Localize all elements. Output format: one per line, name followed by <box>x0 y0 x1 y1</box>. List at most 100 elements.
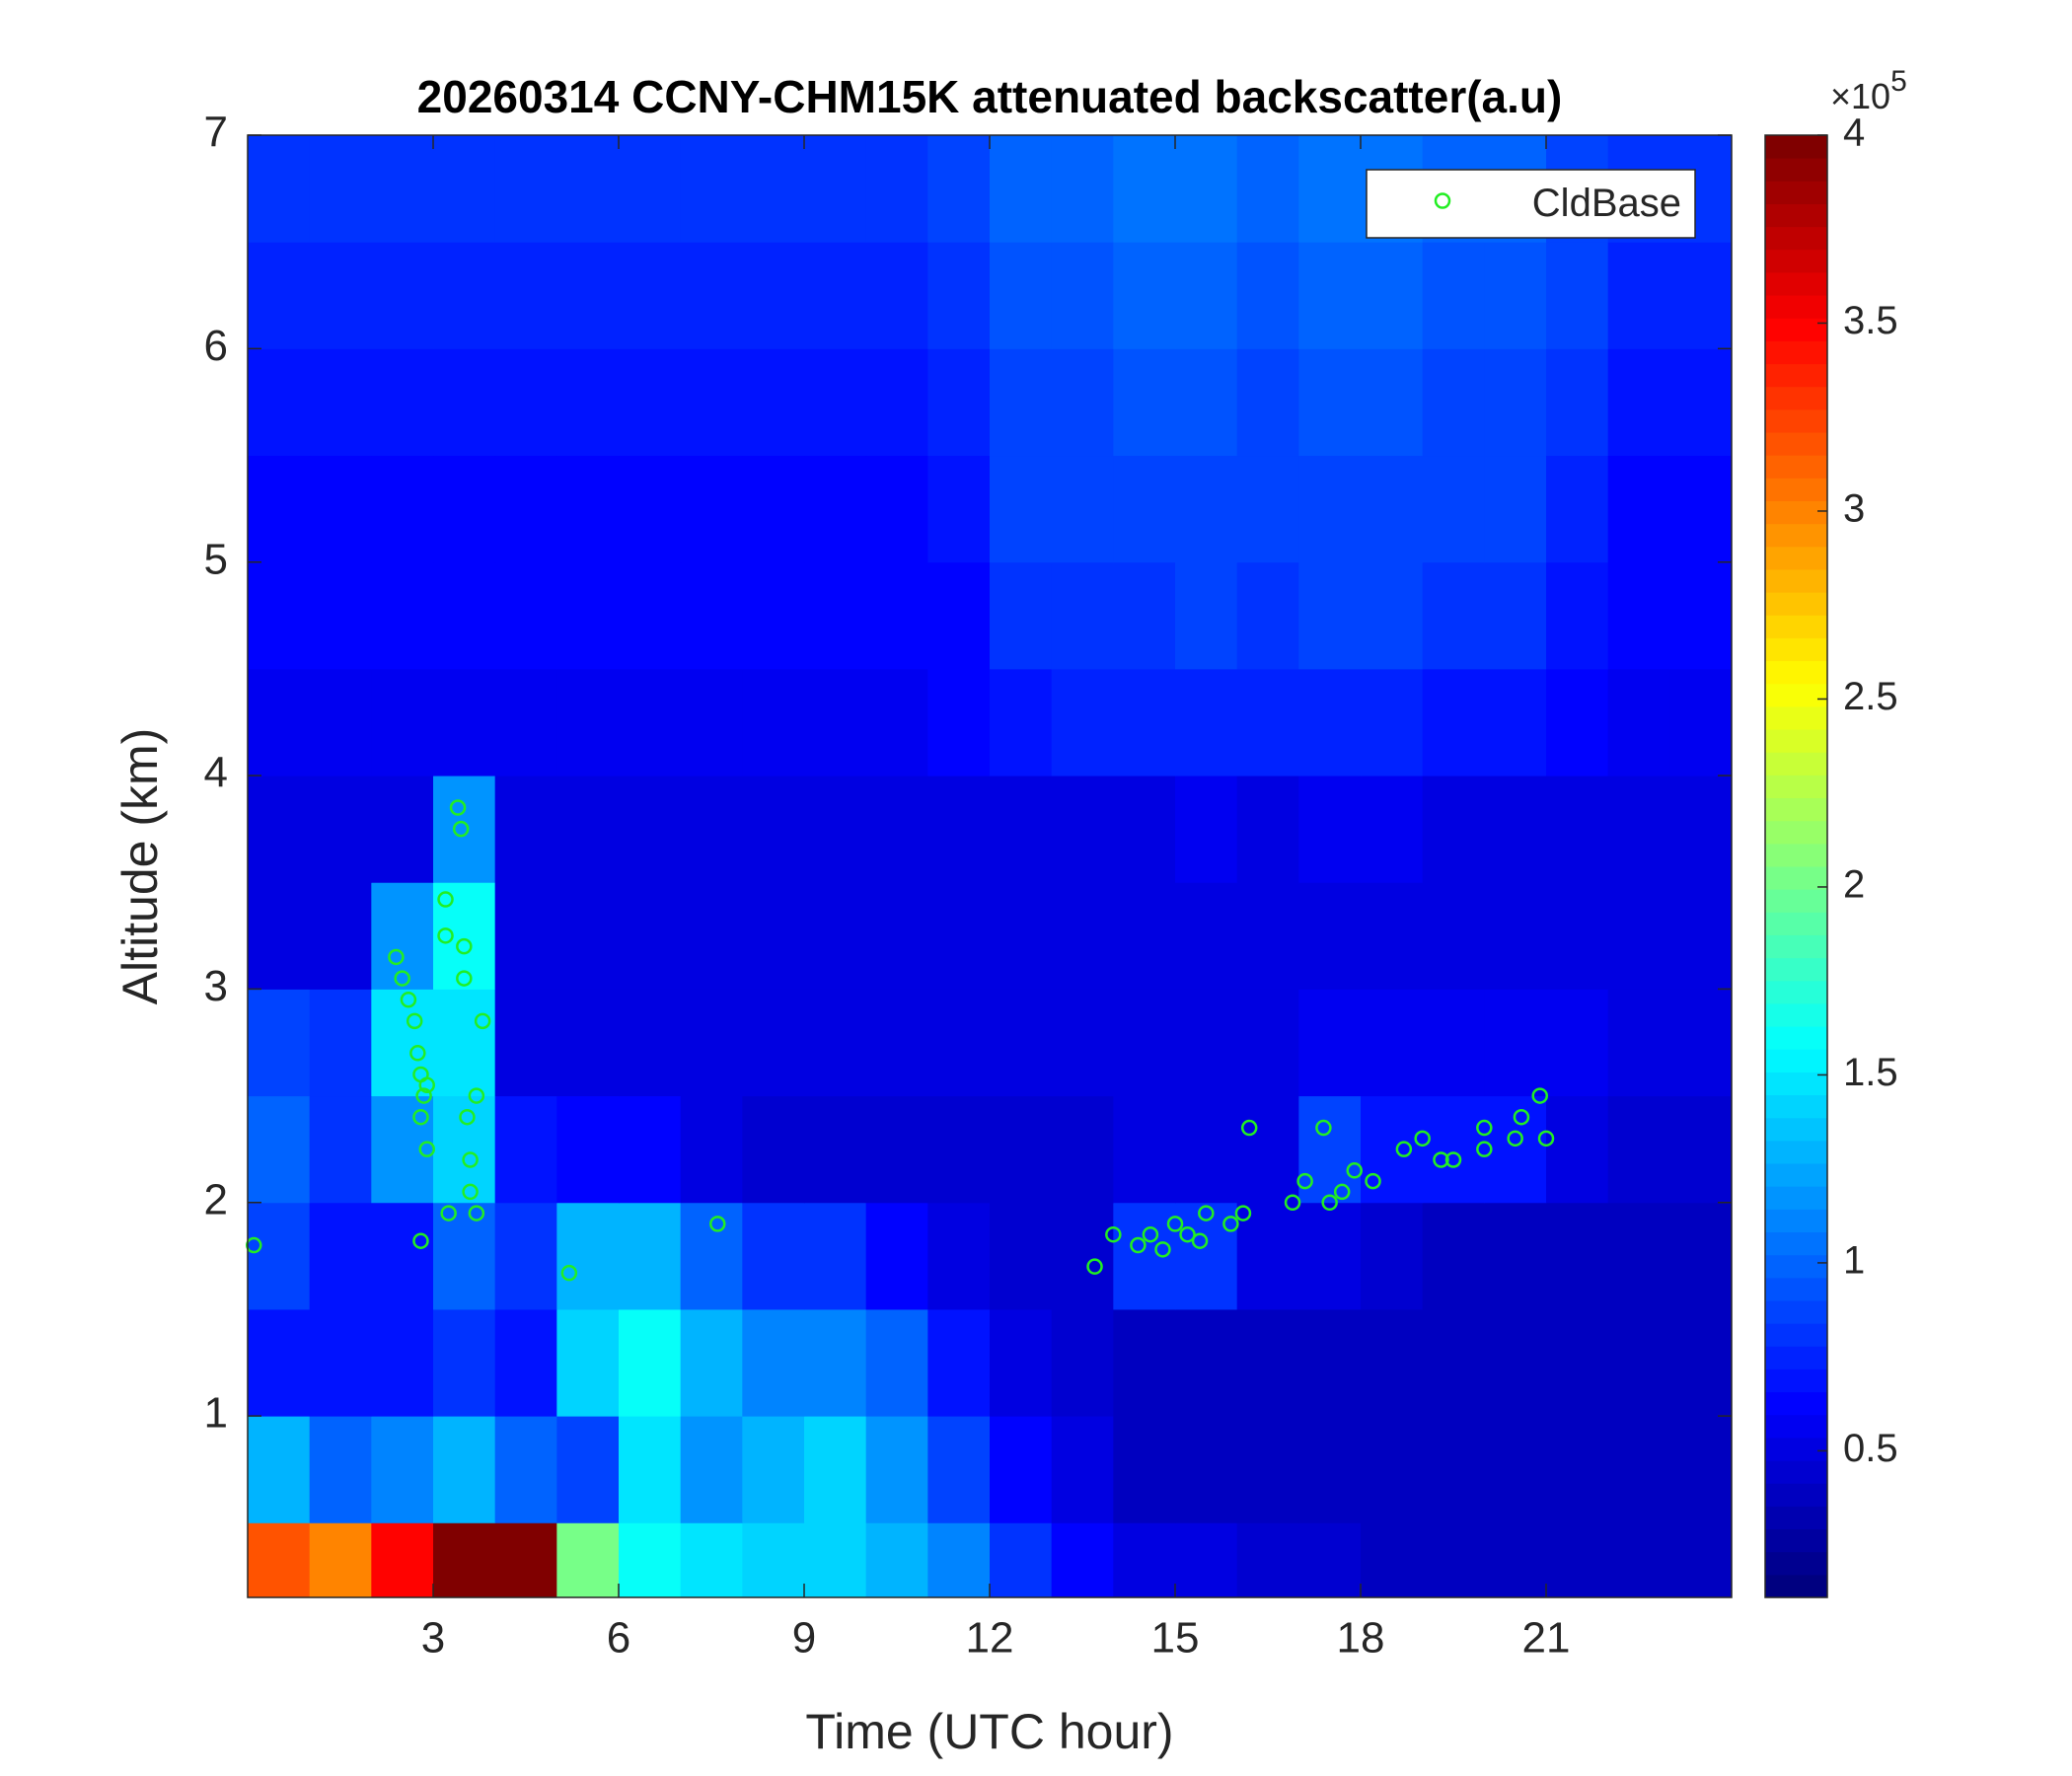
colorbar-segment <box>1765 889 1827 913</box>
heatmap-cell <box>1669 882 1733 990</box>
colorbar-segment <box>1765 1414 1827 1439</box>
colorbar-segment <box>1765 1209 1827 1232</box>
heatmap-cell <box>865 668 928 777</box>
heatmap-cell <box>1175 882 1238 990</box>
heatmap-cell <box>1175 242 1238 349</box>
heatmap-cell <box>742 242 805 349</box>
colorbar-segment <box>1765 1506 1827 1530</box>
colorbar-segment <box>1765 203 1827 228</box>
heatmap-cell <box>865 561 928 670</box>
heatmap-cell <box>433 776 496 883</box>
cloud-base-point <box>1191 1232 1209 1249</box>
heatmap-cell <box>248 1202 311 1310</box>
heatmap-cell <box>309 989 372 1097</box>
heatmap-cell <box>1113 882 1176 990</box>
heatmap-cell <box>865 455 928 563</box>
cloud-base-point <box>1240 1119 1258 1137</box>
heatmap-cell <box>309 1095 372 1204</box>
colorbar-segment <box>1765 1026 1827 1050</box>
heatmap-cell <box>433 1308 496 1417</box>
heatmap-cell <box>556 668 620 777</box>
heatmap-cell <box>1298 135 1362 243</box>
heatmap-cell <box>927 882 991 990</box>
heatmap-cell <box>865 348 928 457</box>
heatmap-cell <box>494 1095 557 1204</box>
heatmap-cell <box>556 348 620 457</box>
heatmap-cell <box>1607 776 1670 883</box>
heatmap-cell <box>433 668 496 777</box>
colorbar-segment <box>1765 432 1827 456</box>
heatmap-cell <box>1361 1308 1424 1417</box>
heatmap-cell <box>1546 1095 1609 1204</box>
heatmap-cell <box>1669 455 1733 563</box>
heatmap-cell <box>494 989 557 1097</box>
heatmap-cell <box>804 1095 867 1204</box>
heatmap-cell <box>927 1416 991 1523</box>
cloud-base-point <box>1414 1130 1431 1147</box>
heatmap-cell <box>990 1095 1053 1204</box>
heatmap-cell <box>619 348 682 457</box>
heatmap-cell <box>1607 989 1670 1097</box>
heatmap-cell <box>1051 989 1114 1097</box>
heatmap-cell <box>927 776 991 883</box>
heatmap-cell <box>1298 1308 1362 1417</box>
cloud-base-point <box>1086 1258 1103 1275</box>
cloud-base-point <box>1321 1194 1338 1212</box>
colorbar-segment <box>1765 1299 1827 1324</box>
heatmap-cell <box>1422 776 1485 883</box>
colorbar-segment <box>1765 1072 1827 1096</box>
heatmap-cell <box>865 1202 928 1310</box>
heatmap-cell <box>1298 1202 1362 1310</box>
colorbar-segment <box>1765 523 1827 548</box>
heatmap-cell <box>865 1095 928 1204</box>
heatmap-cell <box>619 135 682 243</box>
cloud-base-point <box>406 1012 423 1030</box>
heatmap-cell <box>433 1095 496 1204</box>
heatmap-cell <box>1361 242 1424 349</box>
heatmap-cell <box>1422 1308 1485 1417</box>
heatmap-cell <box>494 668 557 777</box>
heatmap-cell <box>1113 242 1176 349</box>
heatmap-cell <box>742 882 805 990</box>
colorbar-segment <box>1765 957 1827 982</box>
heatmap-cell <box>494 1416 557 1523</box>
heatmap-cell <box>990 455 1053 563</box>
colorbar-exponent: 5 <box>1890 65 1907 98</box>
heatmap-cell <box>1607 1202 1670 1310</box>
heatmap-cell <box>1546 989 1609 1097</box>
colorbar-tick-label: 0.5 <box>1843 1427 1898 1470</box>
colorbar-segment <box>1765 1277 1827 1301</box>
colorbar-segment <box>1765 135 1827 159</box>
heatmap-cell <box>1175 561 1238 670</box>
cloud-base-point <box>1433 1151 1449 1168</box>
heatmap-cell <box>1236 1095 1299 1204</box>
colorbar-tick-label: 4 <box>1843 111 1865 155</box>
heatmap-cell <box>1236 1202 1299 1310</box>
colorbar-segment <box>1765 729 1827 753</box>
heatmap-cell <box>1607 561 1670 670</box>
cloud-base-point <box>1142 1225 1159 1243</box>
colorbar-segment <box>1765 820 1827 845</box>
heatmap-cell <box>1607 1308 1670 1417</box>
colorbar-segment <box>1765 1049 1827 1073</box>
heatmap-cell <box>309 455 372 563</box>
heatmap-cell <box>680 561 743 670</box>
cloud-base-point <box>388 948 405 966</box>
heatmap-cell <box>1236 561 1299 670</box>
heatmap-cell <box>1607 1416 1670 1523</box>
heatmap-cell <box>990 1522 1053 1598</box>
heatmap-cell <box>556 1522 620 1598</box>
heatmap-cell <box>433 1416 496 1523</box>
heatmap-cell <box>804 242 867 349</box>
heatmap-cell <box>990 135 1053 243</box>
heatmap-cell <box>1051 1308 1114 1417</box>
colorbar-segment <box>1765 1369 1827 1393</box>
heatmap-cell <box>1422 1095 1485 1204</box>
heatmap-cell <box>742 1522 805 1598</box>
colorbar-segment <box>1765 340 1827 365</box>
heatmap-cell <box>1236 776 1299 883</box>
heatmap-cell <box>1422 455 1485 563</box>
heatmap-cell <box>248 1308 311 1417</box>
heatmap-cell <box>433 1522 496 1598</box>
heatmap-cell <box>1236 1416 1299 1523</box>
